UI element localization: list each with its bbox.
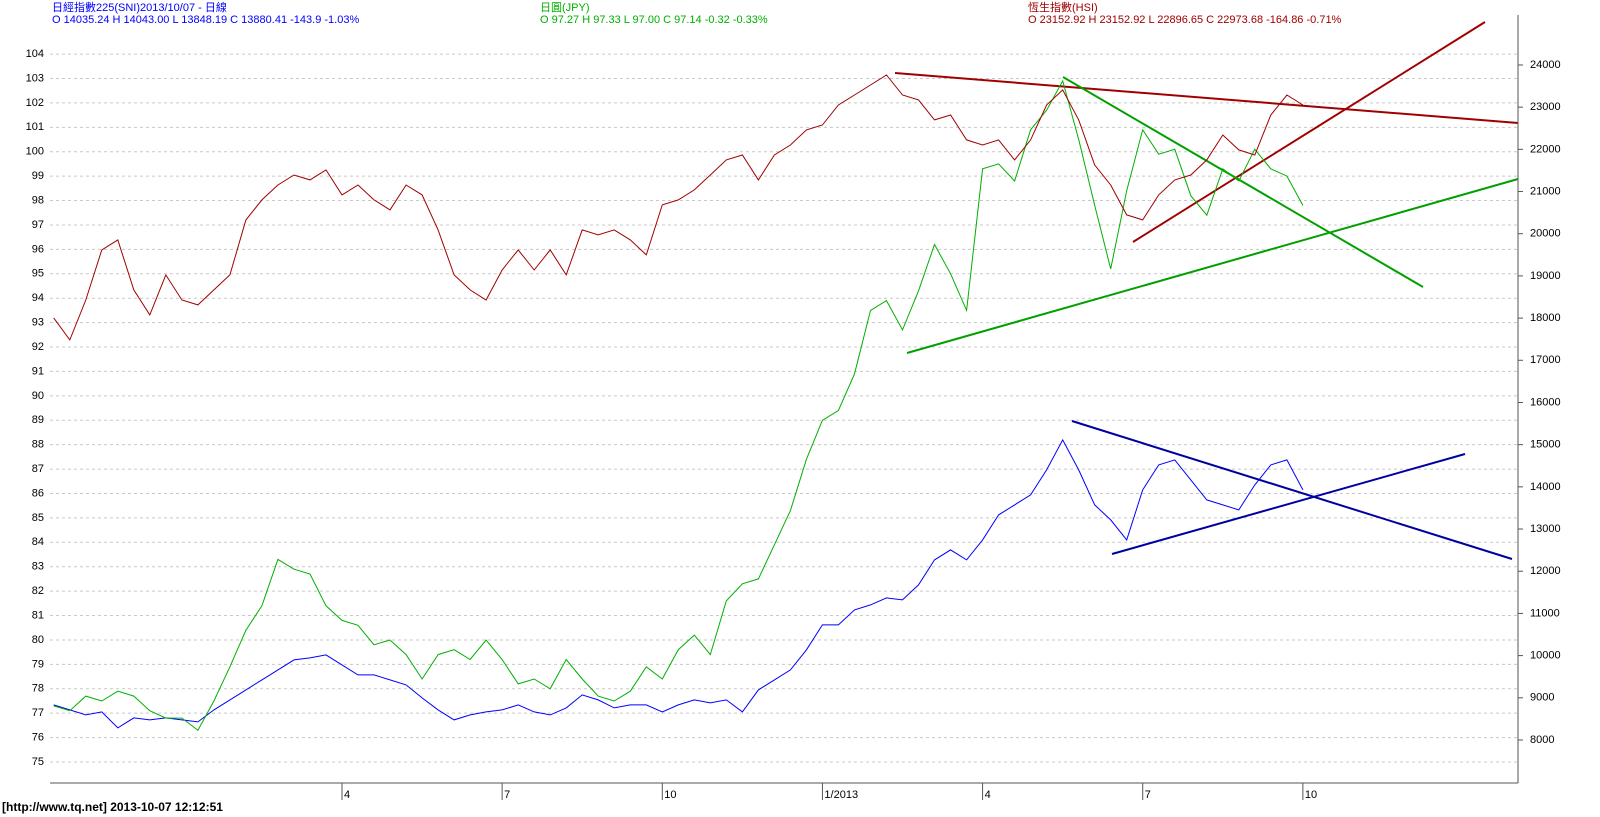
- legend-entry: 恆生指數(HSI): [1028, 0, 1098, 14]
- trend-line: [1062, 76, 1424, 288]
- y-tick-label: 87: [32, 463, 44, 475]
- y-tick-label: 97: [32, 219, 44, 231]
- y-tick-label: 95: [32, 268, 44, 280]
- x-tick-label: 10: [1305, 789, 1317, 801]
- y2-tick-label: 18000: [1530, 312, 1561, 324]
- series-line: [53, 74, 1304, 341]
- x-tick-label: 1/2013: [824, 789, 858, 801]
- y-tick-label: 84: [32, 536, 44, 548]
- y-tick-label: 103: [26, 72, 44, 84]
- y-tick-label: 78: [32, 683, 44, 695]
- y-tick-label: 94: [32, 292, 44, 304]
- legend-quote: O 14035.24 H 14043.00 L 13848.19 C 13880…: [52, 14, 359, 26]
- y2-tick-label: 20000: [1530, 228, 1561, 240]
- x-tick-label: 4: [344, 789, 350, 801]
- y2-tick-label: 17000: [1530, 354, 1561, 366]
- y-tick-label: 104: [26, 48, 44, 60]
- y2-tick-label: 12000: [1530, 565, 1561, 577]
- y2-tick-label: 14000: [1530, 481, 1561, 493]
- y2-tick-label: 22000: [1530, 143, 1561, 155]
- y2-tick-label: 11000: [1530, 607, 1560, 619]
- y-tick-label: 102: [26, 97, 44, 109]
- y2-tick-label: 8000: [1530, 734, 1554, 746]
- x-tick-label: 10: [664, 789, 676, 801]
- y-tick-label: 98: [32, 194, 44, 206]
- y-tick-label: 86: [32, 487, 44, 499]
- y-tick-label: 101: [26, 121, 44, 133]
- y-tick-label: 90: [32, 390, 44, 402]
- trend-lines: [894, 21, 1519, 560]
- y-tick-label: 75: [32, 756, 44, 768]
- y-tick-label: 77: [32, 707, 44, 719]
- trend-line: [1111, 453, 1466, 555]
- series-line: [53, 438, 1304, 729]
- y-tick-label: 85: [32, 512, 44, 524]
- x-tick-label: 4: [985, 789, 991, 801]
- y2-tick-label: 24000: [1530, 59, 1561, 71]
- y-tick-label: 88: [32, 439, 44, 451]
- y-tick-label: 83: [32, 561, 44, 573]
- y-tick-label: 92: [32, 341, 44, 353]
- trend-line: [1071, 420, 1513, 560]
- y2-tick-label: 16000: [1530, 396, 1561, 408]
- y2-tick-label: 9000: [1530, 692, 1554, 704]
- y-tick-label: 89: [32, 414, 44, 426]
- y-tick-label: 80: [32, 634, 44, 646]
- x-tick-label: 7: [504, 789, 510, 801]
- legend-quote: O 23152.92 H 23152.92 L 22896.65 C 22973…: [1028, 14, 1342, 26]
- trend-line: [1132, 21, 1486, 243]
- y-tick-label: 96: [32, 243, 44, 255]
- y2-tick-label: 10000: [1530, 650, 1561, 662]
- footer: [http://www.tq.net] 2013-10-07 12:12:51: [2, 800, 223, 814]
- x-tick-label: 7: [1145, 789, 1151, 801]
- y2-tick-label: 23000: [1530, 101, 1561, 113]
- y2-tick-label: 13000: [1530, 523, 1561, 535]
- trend-line: [906, 178, 1519, 354]
- y2-tick-label: 21000: [1530, 185, 1561, 197]
- y-tick-label: 82: [32, 585, 44, 597]
- y-tick-label: 81: [32, 609, 44, 621]
- y2-tick-label: 15000: [1530, 439, 1561, 451]
- y-tick-label: 99: [32, 170, 44, 182]
- series-line: [53, 79, 1304, 732]
- y-tick-label: 93: [32, 317, 44, 329]
- y-tick-label: 76: [32, 732, 44, 744]
- y2-tick-label: 19000: [1530, 270, 1561, 282]
- y-tick-label: 100: [26, 146, 44, 158]
- y-tick-label: 91: [32, 365, 44, 377]
- legend-entry: 日圓(JPY): [540, 1, 590, 14]
- y-tick-label: 79: [32, 658, 44, 670]
- legend-entry: 日經指數225(SNI)2013/10/07 - 日線: [52, 0, 227, 14]
- trend-line: [894, 72, 1519, 124]
- legend-quote: O 97.27 H 97.33 L 97.00 C 97.14 -0.32 -0…: [540, 14, 768, 26]
- grid: [50, 53, 1518, 763]
